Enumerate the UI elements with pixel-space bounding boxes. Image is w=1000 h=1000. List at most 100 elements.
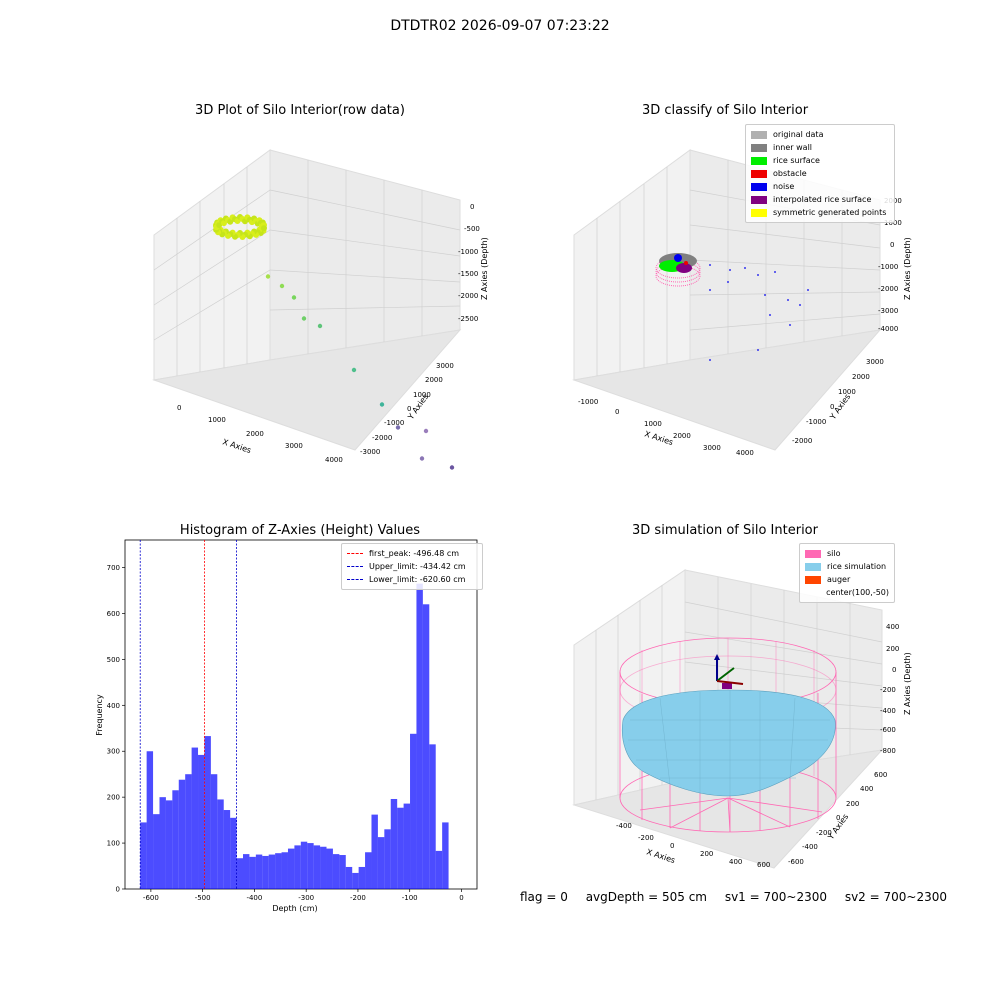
hist-bar: [429, 744, 436, 889]
raw-ytick-5: -2000: [372, 434, 392, 442]
classify-ytick-5: -2000: [792, 437, 812, 445]
raw-xtick-2: 2000: [246, 430, 264, 438]
hist-bar: [268, 854, 276, 889]
sim-ytick-1: 400: [860, 785, 873, 793]
ring-point: [260, 225, 267, 232]
legend-label: symmetric generated points: [773, 208, 887, 217]
sim-legend: silo rice simulation auger center(100,-5…: [799, 543, 895, 603]
noise-point: [807, 289, 809, 291]
raw-ztick-3: -1500: [458, 270, 478, 278]
swatch-inner-wall: [751, 143, 767, 152]
classify-xlabel: X Axies: [643, 429, 674, 447]
sim-legend-item: auger: [805, 573, 889, 586]
legend-label: original data: [773, 130, 824, 139]
classify-ztick-3: -1000: [878, 263, 898, 271]
classify-ytick-1: 2000: [852, 373, 870, 381]
hist-xtick-label: -500: [195, 894, 211, 902]
classify-silo-top: [655, 257, 701, 279]
hist-ytick-label: 600: [107, 610, 120, 618]
hist-bar: [403, 803, 411, 889]
noise-point: [787, 299, 789, 301]
hist-bar: [153, 814, 160, 889]
raw-ztick-0: 0: [470, 203, 474, 211]
data-point: [291, 295, 297, 300]
sim-ytick-3: 0: [836, 814, 840, 822]
hist-ytick-label: 400: [107, 702, 120, 710]
sim-ztick-1: 200: [886, 645, 899, 653]
sim-ytick-0: 600: [874, 771, 887, 779]
hist-ytick-label: 300: [107, 748, 120, 756]
hist-bar: [294, 845, 301, 890]
raw-xtick-1: 1000: [208, 416, 226, 424]
hist-bar: [307, 843, 314, 889]
hist-bar: [416, 583, 423, 890]
raw-pane-back: [269, 149, 461, 361]
raw-xtick-3: 3000: [285, 442, 303, 450]
hist-bar: [352, 872, 359, 889]
swatch-obstacle: [751, 169, 767, 178]
raw-ztick-4: -2000: [458, 292, 478, 300]
hist-bar: [320, 846, 327, 889]
line-first-peak: [347, 553, 363, 554]
data-point: [449, 465, 455, 470]
sim-auger-body: [722, 683, 732, 689]
classify-ztick-6: -4000: [878, 325, 898, 333]
legend-label: first_peak: -496.48 cm: [369, 549, 460, 558]
noise-point: [769, 314, 771, 316]
hist-bar: [397, 807, 404, 889]
legend-label: silo: [827, 549, 841, 558]
sim-xtick-3: 200: [700, 850, 713, 858]
raw-ztick-5: -2500: [458, 315, 478, 323]
hist-bar: [204, 736, 211, 889]
classify-silo-bottom: [655, 265, 701, 287]
sim-ztick-5: -600: [880, 726, 896, 734]
sim-ztick-6: -800: [880, 747, 896, 755]
noise-point: [709, 359, 711, 361]
classify-xtick-2: 1000: [644, 420, 662, 428]
classify-ytick-4: -1000: [806, 418, 826, 426]
hist-legend-item: Upper_limit: -434.42 cm: [347, 560, 477, 573]
legend-label: rice surface: [773, 156, 820, 165]
noise-point: [764, 294, 766, 296]
classify-legend-item: rice surface: [751, 154, 889, 167]
hist-legend-item: first_peak: -496.48 cm: [347, 547, 477, 560]
sim-pane-floor: [572, 749, 884, 869]
raw-grid: [153, 160, 461, 376]
classify-silo-mid: [655, 261, 701, 283]
noise-point: [744, 267, 746, 269]
classify-xtick-0: -1000: [578, 398, 598, 406]
hist-ytick-label: 200: [107, 794, 120, 802]
sim-arrow-head-icon: [714, 654, 720, 660]
classify-legend-item: symmetric generated points: [751, 206, 889, 219]
hist-bar: [339, 855, 346, 889]
raw-ytick-4: -1000: [384, 419, 404, 427]
hist-bar: [422, 604, 430, 889]
classify-legend-item: inner wall: [751, 141, 889, 154]
avg-depth-text: avgDepth = 505 cm: [585, 890, 707, 904]
hist-bar: [281, 852, 288, 889]
sim-rice-mesh: [628, 690, 830, 796]
legend-label: center(100,-50): [826, 588, 889, 597]
raw-ytick-1: 2000: [425, 376, 443, 384]
swatch-auger: [805, 575, 821, 584]
raw-3d-plot: 0 1000 2000 3000 4000 3000 2000 1000 0 -…: [152, 149, 489, 470]
classify-ytick-3: 0: [830, 403, 834, 411]
hist-ytick-label: 0: [116, 886, 120, 894]
noise-point: [757, 349, 759, 351]
sim-ytick-6: -600: [788, 858, 804, 866]
swatch-center: [805, 589, 820, 597]
hist-bar: [410, 733, 417, 889]
hist-bar: [358, 866, 366, 889]
noise-point: [757, 274, 759, 276]
hist-bar: [377, 837, 385, 889]
sim-3d-plot: -400 -200 0 200 400 600 600 400 200 0 -2…: [572, 569, 912, 869]
classify-panel-title: 3D classify of Silo Interior: [641, 103, 809, 118]
sim-legend-item: rice simulation: [805, 560, 889, 573]
hist-bar: [255, 854, 263, 889]
noise-point: [774, 271, 776, 273]
hist-bar: [249, 856, 256, 889]
figure-title: DTDTR02 2026-09-07 07:23:22: [390, 18, 610, 34]
noise-point: [729, 269, 731, 271]
noise-point: [709, 264, 711, 266]
data-point: [351, 367, 357, 373]
